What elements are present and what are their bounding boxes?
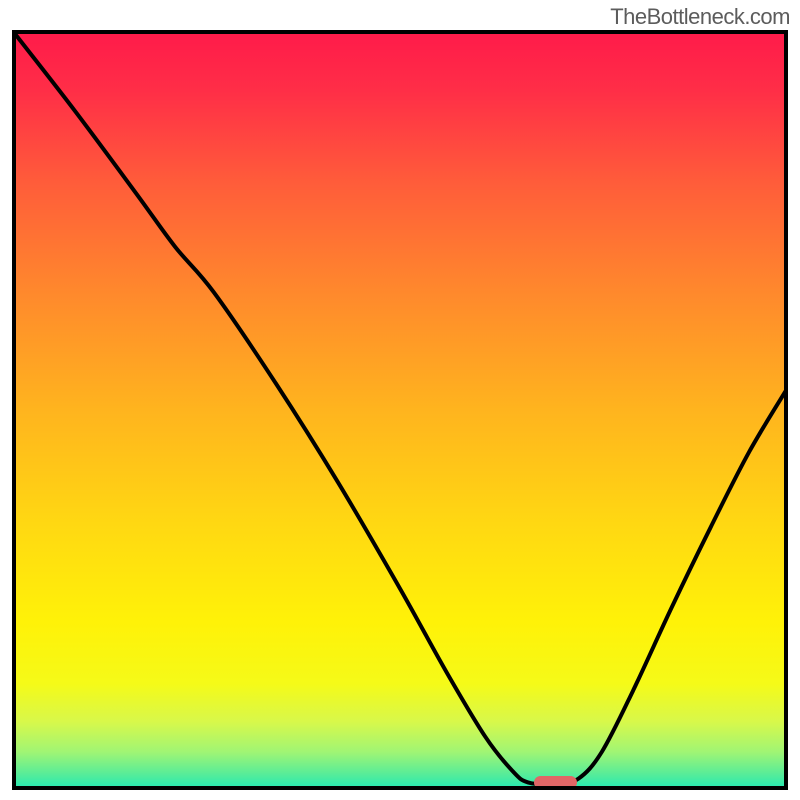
watermark-text: TheBottleneck.com (610, 4, 790, 30)
optimal-marker (534, 776, 577, 790)
chart-gradient-background (12, 30, 788, 790)
bottleneck-chart (12, 30, 788, 790)
